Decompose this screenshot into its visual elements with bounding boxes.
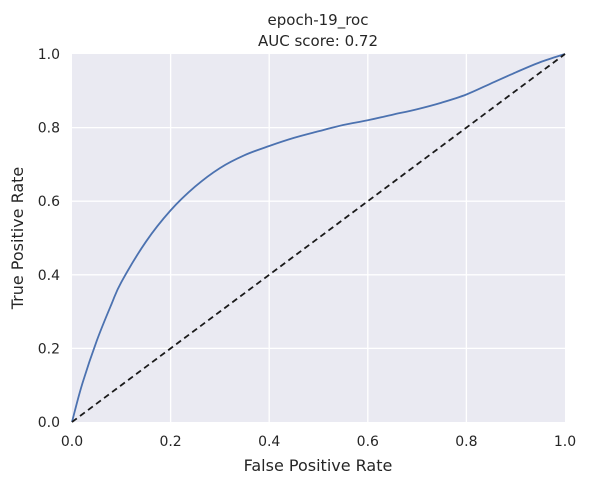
chart-title: epoch-19_roc — [268, 11, 369, 30]
roc-curve-line — [71, 53, 566, 423]
y-axis-label: True Positive Rate — [8, 167, 27, 311]
x-tick-label: 0.2 — [159, 434, 181, 450]
chance-diagonal-line — [71, 53, 566, 423]
y-tick-label: 0.6 — [38, 194, 60, 210]
x-tick-label: 0.6 — [357, 434, 379, 450]
grid-lines — [72, 54, 565, 422]
y-tick-label: 0.2 — [38, 341, 60, 357]
chart-subtitle: AUC score: 0.72 — [258, 32, 378, 50]
x-tick-label: 0.8 — [455, 434, 477, 450]
y-tick-label: 0.0 — [38, 415, 60, 431]
x-tick-label: 0.0 — [61, 434, 83, 450]
series-lines — [71, 53, 566, 423]
y-tick-label: 0.4 — [38, 268, 60, 284]
x-axis-label: False Positive Rate — [244, 456, 393, 475]
x-tick-labels: 0.0 0.2 0.4 0.6 0.8 1.0 — [61, 434, 576, 450]
x-tick-label: 0.4 — [258, 434, 280, 450]
y-tick-label: 1.0 — [38, 47, 60, 63]
x-tick-label: 1.0 — [554, 434, 576, 450]
y-tick-labels: 0.0 0.2 0.4 0.6 0.8 1.0 — [38, 47, 60, 431]
y-tick-label: 0.8 — [38, 121, 60, 137]
